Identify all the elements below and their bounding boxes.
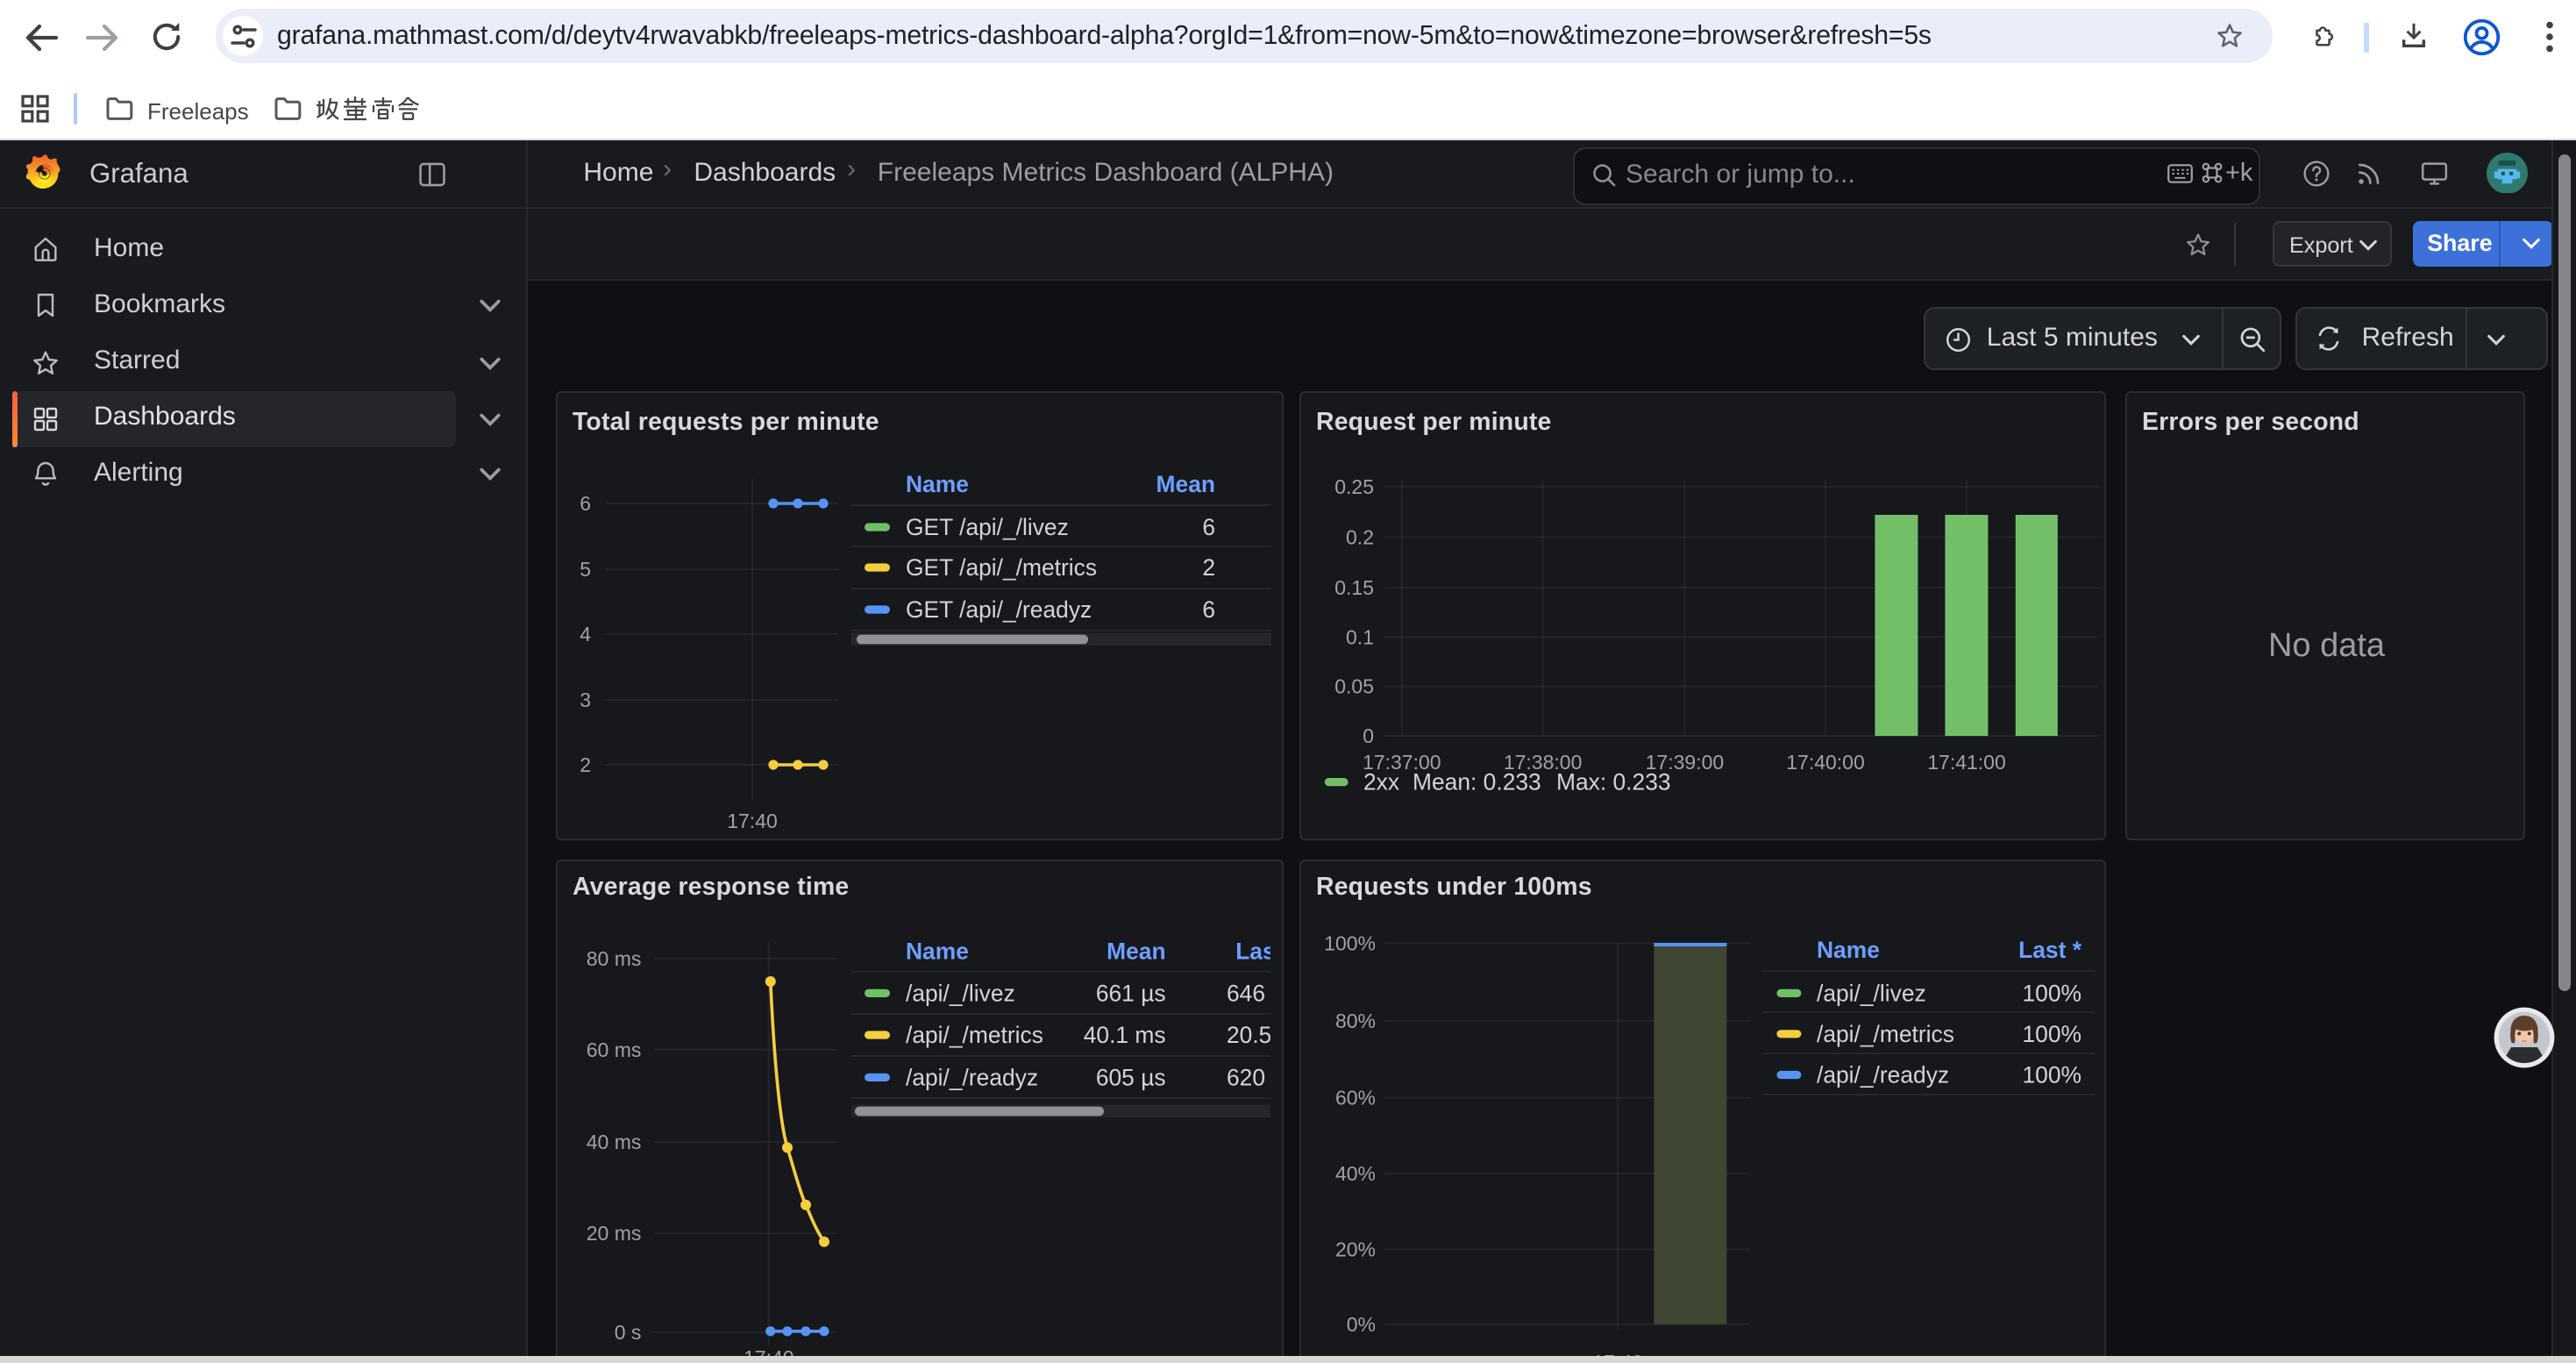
svg-text:20.5 ms: 20.5 ms — [1226, 1022, 1283, 1048]
svg-text:5: 5 — [579, 559, 590, 582]
svg-text:100%: 100% — [1323, 931, 1375, 954]
svg-text:Name: Name — [1816, 937, 1879, 963]
svg-text:620 µs: 620 µs — [1226, 1064, 1283, 1090]
svg-text:Last *: Last * — [1235, 938, 1283, 964]
svg-text:0 s: 0 s — [614, 1321, 641, 1344]
svg-text:80 ms: 80 ms — [586, 947, 641, 970]
svg-text:646 µs: 646 µs — [1226, 980, 1283, 1006]
svg-text:17:41:00: 17:41:00 — [1926, 752, 2005, 774]
svg-text:2: 2 — [579, 754, 590, 777]
svg-text:20%: 20% — [1334, 1238, 1375, 1260]
svg-text:40 ms: 40 ms — [586, 1131, 641, 1153]
svg-text:/api/_/readyz: /api/_/readyz — [1816, 1061, 1948, 1088]
svg-text:60 ms: 60 ms — [586, 1038, 641, 1061]
svg-text:605 µs: 605 µs — [1095, 1064, 1165, 1090]
svg-text:40%: 40% — [1334, 1162, 1375, 1185]
svg-text:Mean: 0.233: Mean: 0.233 — [1412, 770, 1541, 796]
svg-text:Max: 0.233: Max: 0.233 — [1555, 770, 1670, 796]
svg-text:6: 6 — [1201, 597, 1214, 624]
svg-text:Name: Name — [905, 472, 968, 498]
svg-text:0.1: 0.1 — [1345, 626, 1373, 649]
svg-text:4: 4 — [579, 624, 590, 646]
svg-text:GET /api/_/metrics: GET /api/_/metrics — [905, 555, 1096, 582]
svg-text:GET /api/_/readyz: GET /api/_/readyz — [905, 597, 1091, 624]
svg-text:3: 3 — [579, 689, 590, 712]
svg-text:20 ms: 20 ms — [586, 1222, 641, 1245]
svg-text:0.05: 0.05 — [1334, 676, 1373, 699]
svg-text:/api/_/readyz: /api/_/readyz — [905, 1064, 1037, 1090]
svg-text:100%: 100% — [2022, 1061, 2081, 1088]
svg-text:Last *: Last * — [2017, 937, 2081, 963]
svg-text:0%: 0% — [1346, 1313, 1375, 1336]
svg-text:6: 6 — [1201, 515, 1214, 541]
svg-text:/api/_/metrics: /api/_/metrics — [1816, 1021, 1953, 1047]
svg-text:/api/_/metrics: /api/_/metrics — [905, 1022, 1042, 1048]
svg-text:661 µs: 661 µs — [1095, 980, 1165, 1006]
svg-text:GET /api/_/livez: GET /api/_/livez — [905, 515, 1068, 541]
svg-text:100%: 100% — [2022, 1021, 2081, 1047]
svg-text:Mean: Mean — [1156, 472, 1214, 498]
svg-text:2: 2 — [1201, 555, 1214, 582]
svg-text:Name: Name — [905, 938, 968, 964]
svg-text:0.15: 0.15 — [1334, 577, 1373, 600]
svg-text:0: 0 — [1362, 725, 1373, 748]
svg-text:/api/_/livez: /api/_/livez — [1816, 980, 1925, 1006]
svg-text:/api/_/livez: /api/_/livez — [905, 980, 1014, 1006]
svg-text:17:39:00: 17:39:00 — [1645, 752, 1724, 774]
svg-text:60%: 60% — [1334, 1087, 1375, 1110]
svg-text:Mean: Mean — [1106, 938, 1164, 964]
svg-text:17:38:00: 17:38:00 — [1503, 752, 1582, 774]
svg-text:17:40:00: 17:40:00 — [1785, 752, 1864, 774]
svg-text:100%: 100% — [2022, 980, 2081, 1006]
svg-text:0.25: 0.25 — [1334, 476, 1373, 499]
svg-text:80%: 80% — [1334, 1010, 1375, 1032]
svg-text:40.1 ms: 40.1 ms — [1083, 1022, 1165, 1048]
svg-text:2xx: 2xx — [1363, 770, 1398, 796]
svg-text:6: 6 — [579, 493, 590, 516]
svg-text:17:37:00: 17:37:00 — [1362, 752, 1441, 774]
svg-text:0.2: 0.2 — [1345, 526, 1373, 549]
svg-text:17:40: 17:40 — [726, 810, 777, 833]
